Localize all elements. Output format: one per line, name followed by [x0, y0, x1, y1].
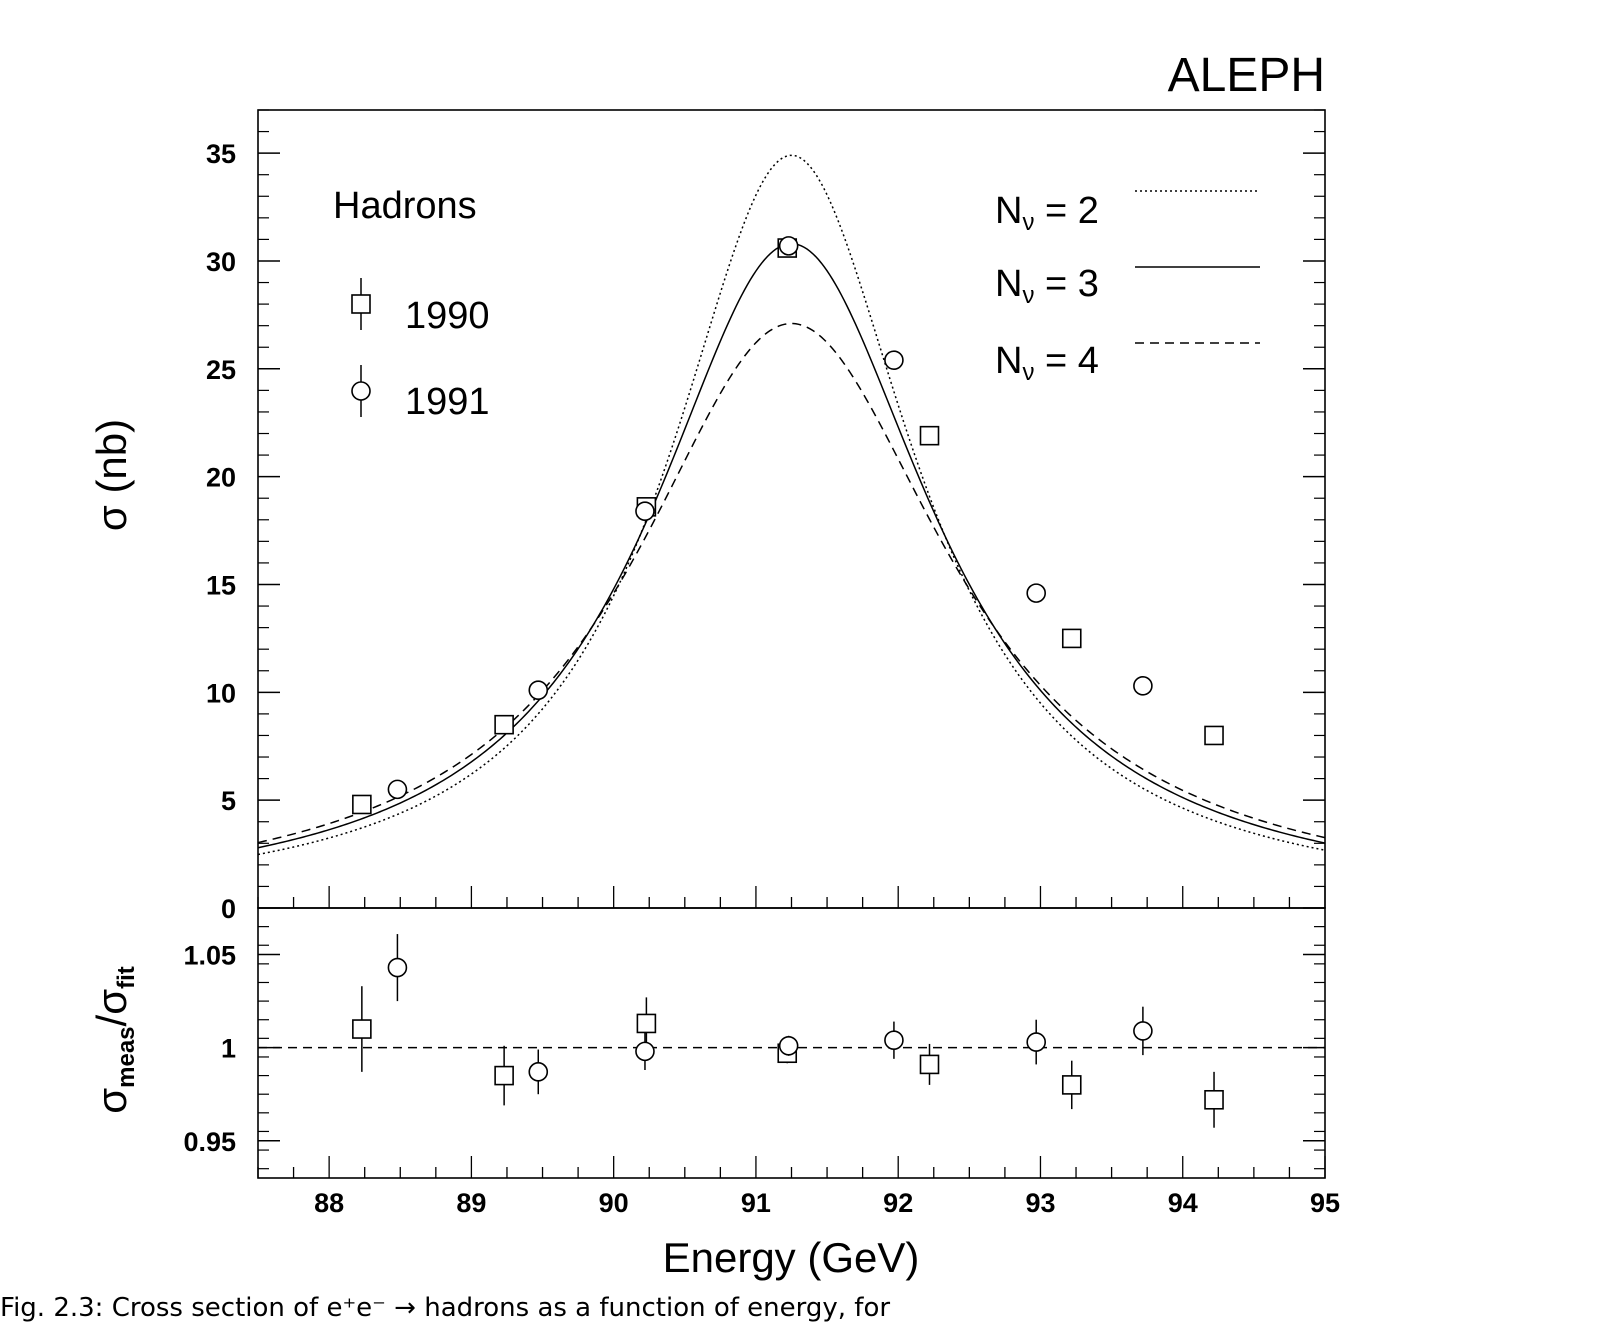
ratio-point-circle-marker-1991	[1133, 1021, 1153, 1041]
legend-series-1991: 1991	[351, 365, 490, 423]
legend-curve-n3: Nν = 3	[995, 263, 1260, 309]
legend-n4-label: Nν = 4	[995, 340, 1099, 386]
x-tick-label: 88	[314, 1188, 344, 1218]
ratio-point-circle-marker-1991	[1026, 1032, 1046, 1052]
main-point-circle-marker-1991	[387, 779, 408, 800]
main-point-circle-marker-1991	[1026, 583, 1046, 603]
curve-n2-dotted	[257, 154, 1326, 856]
main-point-circle-marker-1991	[778, 236, 799, 256]
x-tick-label: 95	[1310, 1188, 1340, 1218]
ratio-point-circle-marker-1991	[884, 1030, 904, 1051]
main-point-circle-marker-1991	[1133, 676, 1153, 696]
legend-1991-label: 1991	[405, 381, 490, 423]
x-tick-label: 93	[1025, 1188, 1055, 1218]
legend-curve-n4: Nν = 4	[995, 340, 1260, 386]
experiment-label: ALEPH	[1168, 49, 1325, 102]
ratio-point-square-marker-1990	[919, 1054, 940, 1075]
ratio-y-axis-title: σmeas/σfit	[88, 966, 140, 1114]
legend-series-1990: 1990	[351, 278, 490, 337]
process-label: Hadrons	[333, 185, 477, 227]
y-tick-label: 10	[206, 678, 236, 708]
ratio-point-square-marker-1990	[352, 1019, 372, 1039]
ratio-point-square-marker-1990	[494, 1065, 514, 1086]
x-tick-label: 91	[741, 1188, 771, 1218]
ratio-y-tick-label: 1	[221, 1034, 236, 1064]
main-x-ticks	[257, 886, 1326, 908]
ratio-point-circle-marker-1991	[778, 1035, 799, 1056]
x-tick-label: 90	[599, 1188, 629, 1218]
y-tick-label: 30	[206, 247, 236, 277]
ratio-point-square-marker-1990	[636, 1013, 657, 1034]
ratio-y-axis: 0.95 1 1.05	[183, 926, 1325, 1170]
main-point-circle-marker-1991	[884, 350, 904, 370]
y-tick-label: 35	[206, 139, 236, 169]
y-tick-label: 0	[221, 894, 236, 924]
ratio-panel: 0.95 1 1.05 88 89 90 91 92 93 94 95 σmeas/σfit En…	[88, 907, 1340, 1281]
main-point-square-marker-1990	[1061, 628, 1082, 649]
ratio-y-tick-label: 0.95	[183, 1127, 236, 1157]
main-point-square-marker-1990	[919, 425, 940, 446]
ratio-data-points	[352, 934, 1224, 1128]
ratio-point-circle-marker-1991	[387, 957, 408, 978]
main-y-axis-title: σ (nb)	[88, 419, 135, 531]
x-axis-title: Energy (GeV)	[663, 1234, 920, 1281]
main-point-square-marker-1990	[494, 714, 514, 735]
x-tick-label: 92	[883, 1188, 913, 1218]
ratio-point-square-marker-1990	[1204, 1089, 1224, 1110]
y-tick-label: 5	[221, 786, 236, 816]
x-tick-label: 89	[456, 1188, 486, 1218]
ratio-point-circle-marker-1991	[528, 1062, 549, 1082]
y-tick-label: 15	[206, 570, 236, 600]
main-point-circle-marker-1991	[528, 680, 549, 700]
ratio-point-square-marker-1990	[1061, 1075, 1082, 1095]
main-data-points	[352, 236, 1224, 815]
ratio-x-axis: 88 89 90 91 92 93 94 95	[257, 1156, 1340, 1218]
y-tick-label: 25	[206, 355, 236, 385]
main-curves	[257, 154, 1326, 856]
ratio-y-tick-label: 1.05	[183, 941, 236, 971]
main-y-axis: 0 5 10 15 20 25 30 35	[206, 109, 1325, 924]
legend-curve-n2: Nν = 2	[995, 190, 1260, 236]
legend-n3-label: Nν = 3	[995, 263, 1099, 309]
legend-1990-label: 1990	[405, 295, 490, 337]
ratio-point-circle-marker-1991	[635, 1041, 655, 1062]
main-point-circle-marker-1991	[635, 501, 655, 521]
y-tick-label: 20	[206, 463, 236, 493]
main-point-square-marker-1990	[352, 794, 372, 815]
main-point-square-marker-1990	[1204, 725, 1224, 746]
legend-1990-square-marker	[351, 294, 371, 314]
legend-n2-label: Nν = 2	[995, 190, 1099, 236]
legend-1991-circle-marker	[351, 381, 371, 401]
x-tick-label: 94	[1168, 1188, 1198, 1218]
figure-caption: Fig. 2.3: Cross section of e⁺e⁻ → hadron…	[0, 1293, 891, 1323]
